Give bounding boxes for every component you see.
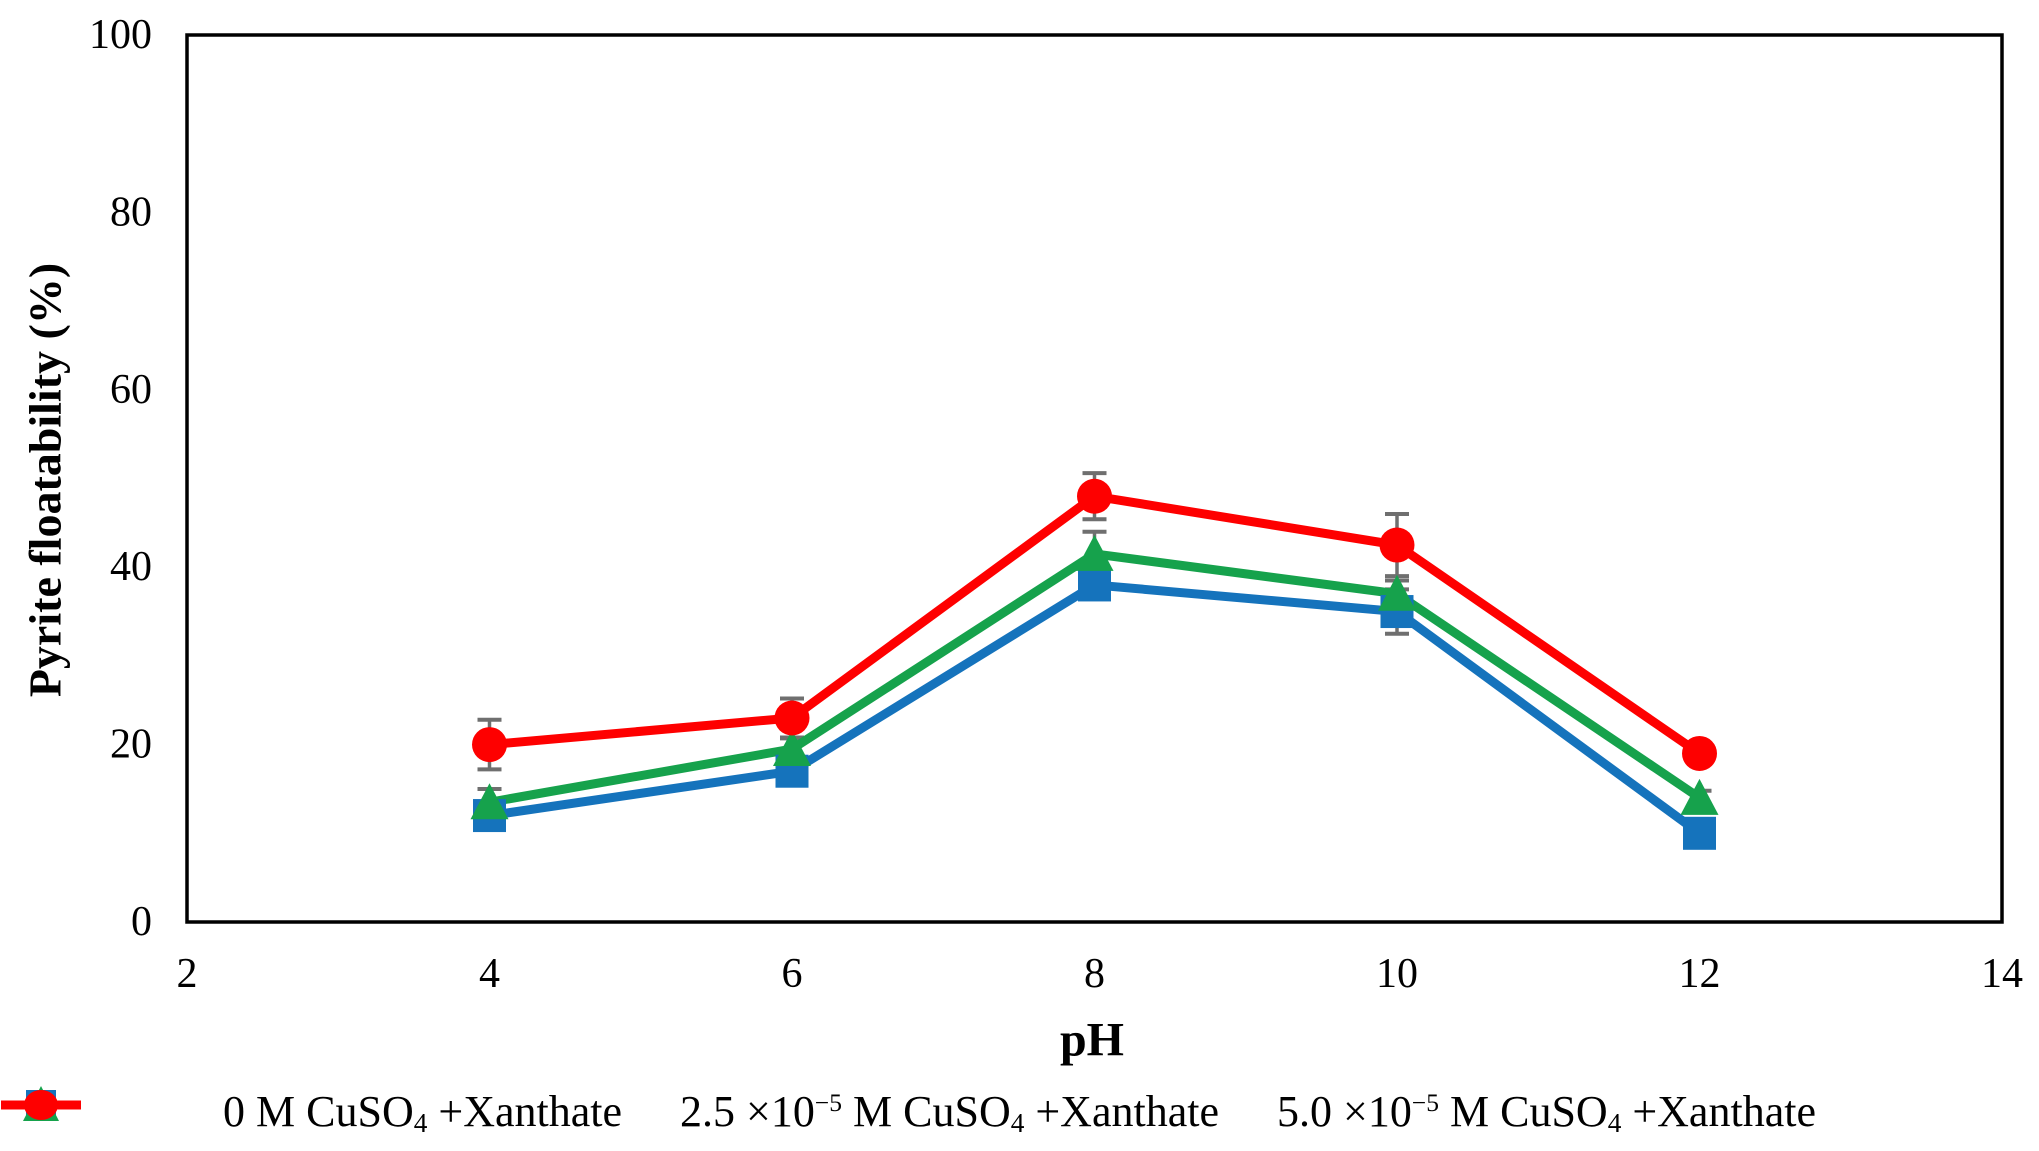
marker-circle-2 xyxy=(472,727,507,763)
x-axis-title: pH xyxy=(1059,1013,1125,1067)
legend-label: 5.0 ×10−5 M CuSO4 +Xanthate xyxy=(1277,1086,1816,1138)
y-tick-label: 60 xyxy=(110,367,152,413)
legend-item-5p0e-5m-cuso4: 5.0 ×10−5 M CuSO4 +Xanthate xyxy=(1,1086,1816,1138)
marker-triangle-1 xyxy=(1680,778,1719,815)
x-tick-label: 2 xyxy=(177,951,198,997)
x-tick-label: 4 xyxy=(479,951,500,997)
marker-triangle-1 xyxy=(1075,534,1114,571)
x-tick-label: 8 xyxy=(1084,951,1105,997)
plot-border xyxy=(185,33,2004,924)
marker-triangle-1 xyxy=(773,730,811,767)
marker-circle-2 xyxy=(1379,527,1415,563)
marker-triangle-1 xyxy=(1378,574,1416,611)
marker-square-0 xyxy=(1078,568,1111,602)
legend-label: 2.5 ×10−5 M CuSO4 +Xanthate xyxy=(680,1086,1219,1138)
y-tick-label: 100 xyxy=(89,12,152,58)
legend-label: 0 M CuSO4 +Xanthate xyxy=(223,1086,623,1138)
y-axis-title: Pyrite floatability (%) xyxy=(19,262,71,698)
y-tick-label: 40 xyxy=(110,544,152,590)
legend: 0 M CuSO4 +Xanthate 2.5 ×10−5 M CuSO4 +X… xyxy=(0,1082,2039,1140)
marker-square-0 xyxy=(1683,816,1716,850)
legend-marker-circle-icon xyxy=(1,1090,81,1120)
series-line-0 xyxy=(485,580,1704,838)
y-tick-label: 0 xyxy=(131,899,152,945)
x-tick-label: 6 xyxy=(782,951,803,997)
y-tick-label: 20 xyxy=(110,722,152,768)
marker-circle-2 xyxy=(774,700,810,736)
marker-circle-2 xyxy=(1682,735,1717,771)
legend-item-0m-cuso4: 0 M CuSO4 +Xanthate xyxy=(1,1086,623,1138)
x-tick-label: 10 xyxy=(1376,951,1418,997)
marker-triangle-1 xyxy=(470,783,509,820)
x-tick-label: 12 xyxy=(1679,951,1721,997)
x-tick-label: 14 xyxy=(1981,951,2023,997)
marker-circle-2 xyxy=(1077,478,1112,514)
legend-item-2p5e-5m-cuso4: 2.5 ×10−5 M CuSO4 +Xanthate xyxy=(1,1086,1219,1138)
y-tick-label: 80 xyxy=(110,189,152,235)
